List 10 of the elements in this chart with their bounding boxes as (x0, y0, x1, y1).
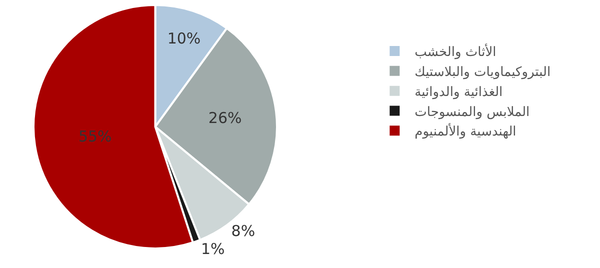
legend-label: الملابس والمنسوجات (414, 104, 530, 120)
data-label: 55% (78, 127, 112, 146)
data-label: 8% (231, 222, 256, 240)
legend-label: البتروكيماويات والبلاستيك (414, 65, 551, 80)
data-label: 10% (167, 29, 201, 48)
data-label: 1% (200, 240, 225, 258)
data-label: 26% (208, 108, 242, 127)
legend-label: الغذائية والدوائية (414, 84, 503, 100)
legend-label: الهندسية والألمنيوم (414, 122, 516, 140)
legend-label: الأثاث والخشب (414, 43, 496, 60)
